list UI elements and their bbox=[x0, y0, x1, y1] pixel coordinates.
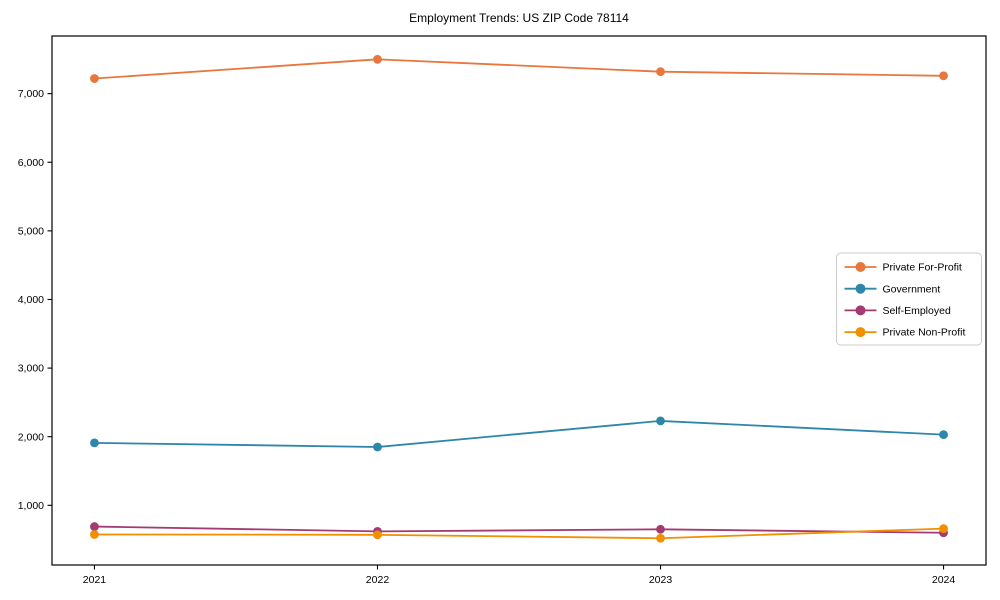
data-point-marker bbox=[90, 530, 99, 539]
chart-title: Employment Trends: US ZIP Code 78114 bbox=[409, 11, 629, 25]
x-tick-label: 2023 bbox=[649, 574, 673, 586]
data-point-marker bbox=[656, 524, 665, 534]
data-point-marker bbox=[373, 530, 382, 540]
legend-box bbox=[836, 252, 982, 346]
legend-entry-label: Self-Employed bbox=[883, 305, 951, 317]
y-tick-label: 1,000 bbox=[18, 500, 44, 512]
x-tick-label: 2024 bbox=[932, 574, 956, 586]
data-point-marker bbox=[656, 416, 665, 426]
y-tick-label: 6,000 bbox=[18, 157, 44, 169]
legend-entry-label: Private Non-Profit bbox=[883, 327, 966, 339]
data-point-marker bbox=[656, 67, 665, 77]
data-point-marker bbox=[656, 533, 665, 543]
legend-entry-label: Private For-Profit bbox=[883, 262, 962, 274]
series-line bbox=[94, 525, 944, 534]
legend-entry-label: Government bbox=[883, 283, 941, 295]
y-tick-label: 5,000 bbox=[18, 225, 44, 237]
data-point-marker bbox=[90, 74, 99, 83]
data-point-marker bbox=[90, 438, 99, 448]
plot-content: 1,000 2,000 3,000 4,000 5,000 6,000 7,000 2021 2… bbox=[18, 35, 987, 586]
data-point-marker bbox=[90, 522, 99, 531]
data-point-marker bbox=[373, 54, 382, 64]
data-point-marker bbox=[373, 442, 382, 452]
data-point-marker bbox=[939, 71, 948, 81]
y-tick-label: 3,000 bbox=[18, 363, 44, 375]
data-point-marker bbox=[939, 524, 948, 534]
y-tick-label: 4,000 bbox=[18, 294, 44, 306]
legend-marker-dot bbox=[855, 305, 866, 316]
series-line bbox=[94, 527, 944, 540]
legend-marker-dot bbox=[855, 327, 866, 338]
legend-marker-dot bbox=[855, 283, 866, 294]
axes-spines bbox=[51, 35, 987, 566]
series-line bbox=[94, 58, 944, 80]
series-line bbox=[94, 420, 944, 448]
x-tick-label: 2021 bbox=[83, 574, 107, 586]
data-point-marker bbox=[939, 430, 948, 440]
y-tick-label: 7,000 bbox=[18, 88, 44, 100]
legend-marker-dot bbox=[855, 262, 866, 272]
x-tick-label: 2022 bbox=[366, 574, 390, 586]
y-tick-label: 2,000 bbox=[18, 431, 44, 443]
